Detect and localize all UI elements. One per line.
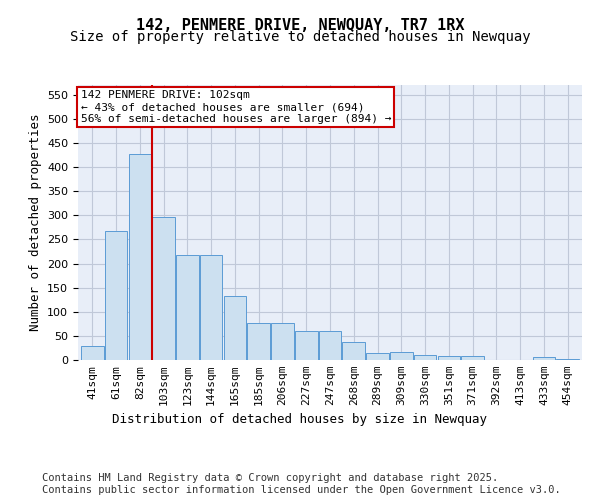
Bar (247, 323, 270, 360)
Bar (128, 154, 151, 360)
Bar (390, 352, 413, 360)
Text: 142, PENMERE DRIVE, NEWQUAY, TR7 1RX: 142, PENMERE DRIVE, NEWQUAY, TR7 1RX (136, 18, 464, 32)
Bar (105, 230, 127, 360)
Bar (295, 331, 317, 360)
Bar (533, 357, 555, 360)
Bar (152, 216, 175, 360)
Bar (366, 353, 389, 360)
Bar (200, 256, 223, 360)
Bar (319, 331, 341, 360)
Text: Size of property relative to detached houses in Newquay: Size of property relative to detached ho… (70, 30, 530, 44)
Bar (556, 359, 579, 360)
Bar (271, 323, 294, 360)
Bar (414, 355, 436, 360)
Bar (343, 342, 365, 360)
Text: 142 PENMERE DRIVE: 102sqm
← 43% of detached houses are smaller (694)
56% of semi: 142 PENMERE DRIVE: 102sqm ← 43% of detac… (80, 90, 391, 124)
Bar (224, 296, 246, 360)
Y-axis label: Number of detached properties: Number of detached properties (29, 114, 41, 331)
Bar (81, 346, 104, 360)
Text: Distribution of detached houses by size in Newquay: Distribution of detached houses by size … (113, 412, 487, 426)
Bar (461, 356, 484, 360)
Bar (437, 356, 460, 360)
Bar (176, 256, 199, 360)
Text: Contains HM Land Registry data © Crown copyright and database right 2025.
Contai: Contains HM Land Registry data © Crown c… (42, 474, 561, 495)
